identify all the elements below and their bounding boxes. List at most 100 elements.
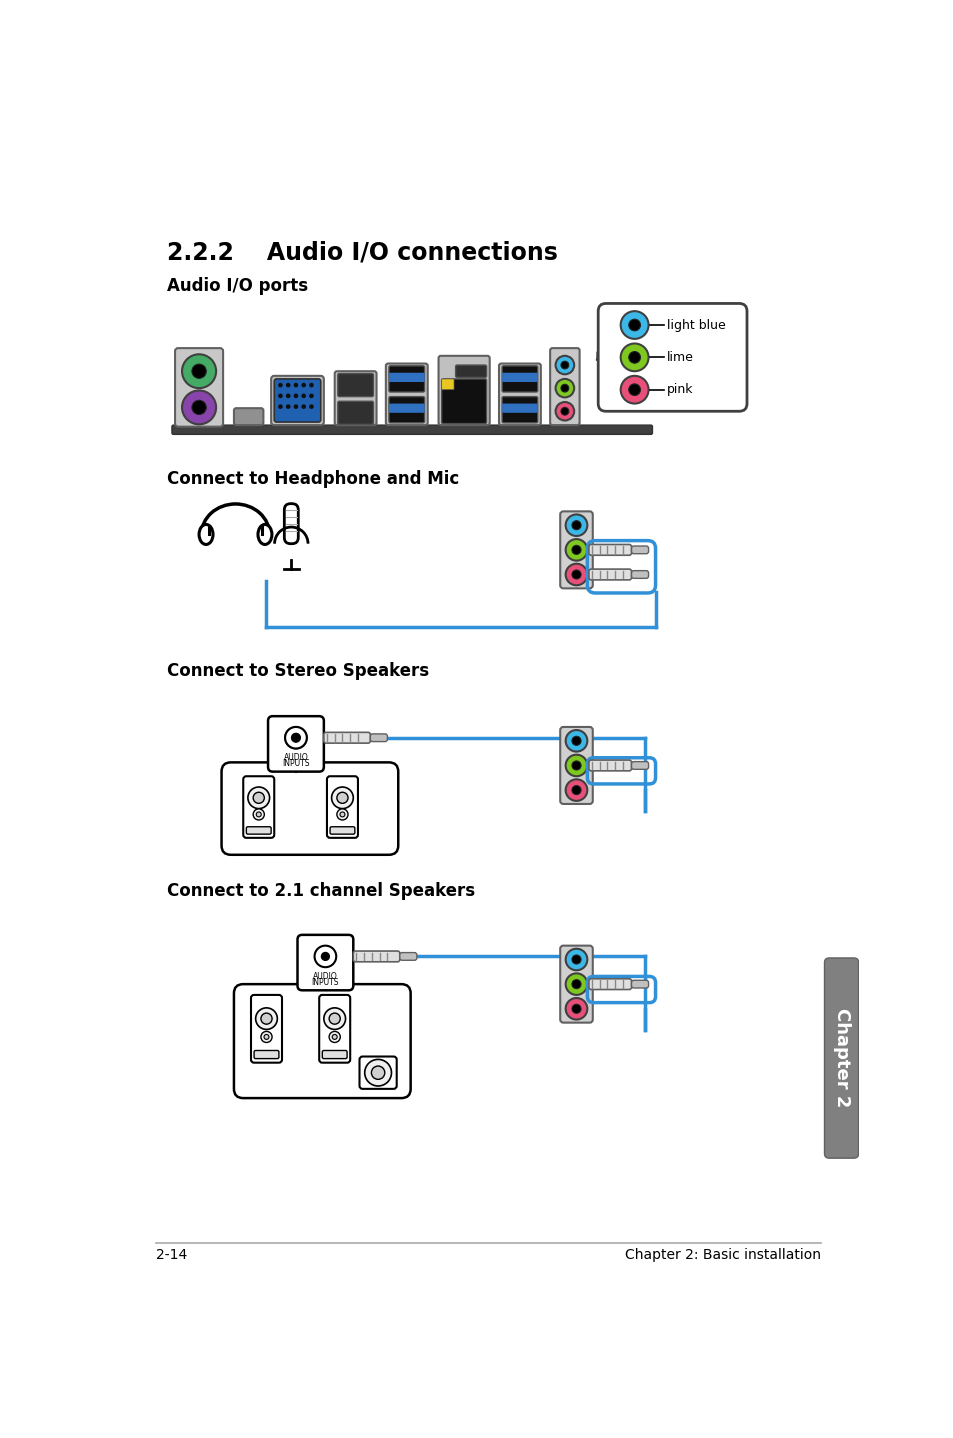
Circle shape: [332, 1034, 336, 1040]
FancyBboxPatch shape: [297, 935, 353, 991]
Circle shape: [285, 728, 307, 749]
Circle shape: [309, 394, 314, 398]
Circle shape: [336, 810, 348, 820]
Circle shape: [286, 404, 291, 408]
FancyBboxPatch shape: [631, 762, 648, 769]
Text: Connect to Stereo Speakers: Connect to Stereo Speakers: [167, 663, 429, 680]
Circle shape: [294, 404, 298, 408]
FancyBboxPatch shape: [823, 958, 858, 1158]
FancyBboxPatch shape: [335, 371, 376, 426]
FancyBboxPatch shape: [251, 995, 282, 1063]
FancyBboxPatch shape: [588, 979, 631, 989]
FancyBboxPatch shape: [233, 984, 410, 1099]
Text: light blue: light blue: [666, 319, 725, 332]
FancyBboxPatch shape: [319, 995, 350, 1063]
Text: AUDIO: AUDIO: [283, 754, 308, 762]
FancyBboxPatch shape: [389, 397, 424, 423]
Circle shape: [309, 383, 314, 387]
Circle shape: [329, 1031, 340, 1043]
Circle shape: [261, 1031, 272, 1043]
Circle shape: [555, 355, 574, 374]
FancyBboxPatch shape: [631, 546, 648, 554]
FancyBboxPatch shape: [359, 1057, 396, 1089]
Circle shape: [572, 521, 580, 529]
Circle shape: [371, 1066, 384, 1080]
FancyBboxPatch shape: [631, 571, 648, 578]
Circle shape: [565, 779, 587, 801]
Circle shape: [336, 792, 348, 804]
Circle shape: [291, 733, 300, 742]
Circle shape: [320, 952, 330, 961]
Circle shape: [565, 998, 587, 1020]
FancyBboxPatch shape: [322, 1051, 347, 1058]
FancyBboxPatch shape: [233, 408, 263, 426]
FancyBboxPatch shape: [501, 404, 537, 413]
FancyBboxPatch shape: [246, 827, 271, 834]
Circle shape: [256, 812, 261, 817]
Circle shape: [560, 384, 568, 393]
Circle shape: [314, 946, 335, 968]
Circle shape: [572, 955, 580, 963]
FancyBboxPatch shape: [268, 716, 323, 772]
FancyBboxPatch shape: [501, 365, 537, 393]
FancyBboxPatch shape: [353, 951, 399, 962]
FancyBboxPatch shape: [327, 777, 357, 838]
Circle shape: [565, 949, 587, 971]
Circle shape: [285, 728, 307, 749]
FancyBboxPatch shape: [498, 364, 540, 426]
FancyBboxPatch shape: [389, 365, 424, 393]
Circle shape: [253, 792, 264, 804]
Text: Connect to Headphone and Mic: Connect to Headphone and Mic: [167, 470, 459, 487]
Text: Connect to 2.1 channel Speakers: Connect to 2.1 channel Speakers: [167, 883, 475, 900]
Circle shape: [560, 361, 568, 370]
FancyBboxPatch shape: [441, 380, 486, 424]
Circle shape: [253, 810, 264, 820]
Circle shape: [565, 755, 587, 777]
FancyBboxPatch shape: [588, 761, 631, 771]
FancyBboxPatch shape: [598, 303, 746, 411]
Text: INPUTS: INPUTS: [282, 759, 310, 768]
Circle shape: [182, 354, 216, 388]
Circle shape: [339, 812, 345, 817]
Circle shape: [309, 404, 314, 408]
FancyBboxPatch shape: [588, 569, 631, 580]
FancyBboxPatch shape: [550, 348, 579, 426]
Circle shape: [323, 1008, 345, 1030]
FancyBboxPatch shape: [559, 946, 592, 1022]
Circle shape: [364, 1060, 391, 1086]
Circle shape: [278, 404, 282, 408]
Circle shape: [565, 564, 587, 585]
FancyBboxPatch shape: [559, 512, 592, 588]
Text: INPUTS: INPUTS: [312, 978, 339, 986]
Circle shape: [620, 311, 648, 339]
FancyBboxPatch shape: [389, 372, 424, 383]
Circle shape: [294, 383, 298, 387]
FancyBboxPatch shape: [323, 732, 370, 743]
Circle shape: [572, 569, 580, 580]
Circle shape: [555, 380, 574, 397]
Circle shape: [620, 344, 648, 371]
Circle shape: [192, 364, 206, 378]
Circle shape: [565, 731, 587, 752]
FancyBboxPatch shape: [174, 348, 223, 427]
FancyBboxPatch shape: [441, 380, 454, 390]
Circle shape: [329, 1014, 340, 1024]
Circle shape: [294, 394, 298, 398]
Text: Chapter 2: Basic installation: Chapter 2: Basic installation: [625, 1248, 821, 1263]
FancyBboxPatch shape: [559, 728, 592, 804]
Ellipse shape: [199, 525, 213, 545]
FancyBboxPatch shape: [172, 426, 652, 434]
Circle shape: [572, 736, 580, 745]
Circle shape: [192, 400, 206, 414]
Circle shape: [301, 404, 306, 408]
Text: lime: lime: [666, 351, 694, 364]
Circle shape: [572, 761, 580, 769]
Circle shape: [332, 787, 353, 808]
Ellipse shape: [257, 525, 272, 545]
FancyBboxPatch shape: [284, 503, 298, 544]
Circle shape: [255, 1008, 277, 1030]
Circle shape: [555, 403, 574, 420]
Text: 2-14: 2-14: [156, 1248, 188, 1263]
Circle shape: [628, 384, 639, 395]
FancyBboxPatch shape: [501, 397, 537, 423]
